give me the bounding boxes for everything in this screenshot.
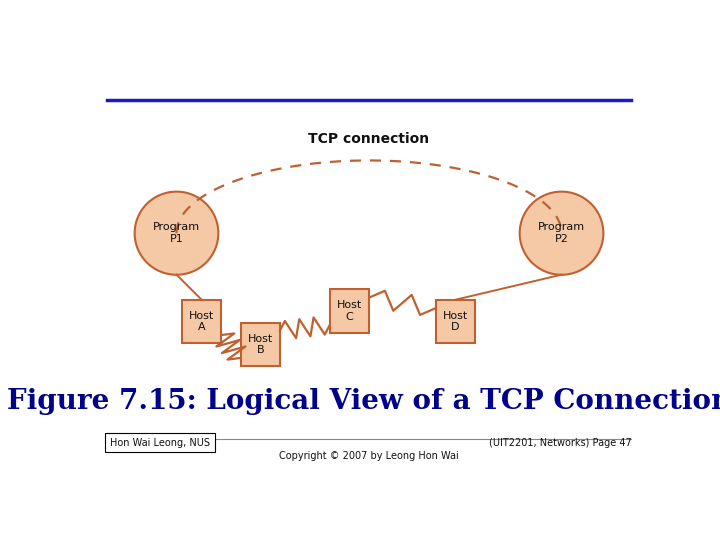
Text: Program
P1: Program P1 bbox=[153, 222, 200, 244]
Text: Host
D: Host D bbox=[443, 310, 468, 332]
FancyBboxPatch shape bbox=[182, 300, 221, 343]
Text: Host
B: Host B bbox=[248, 334, 273, 355]
Text: Hon Wai Leong, NUS: Hon Wai Leong, NUS bbox=[109, 438, 210, 448]
Text: Figure 7.15: Logical View of a TCP Connection: Figure 7.15: Logical View of a TCP Conne… bbox=[7, 388, 720, 415]
FancyBboxPatch shape bbox=[240, 322, 280, 366]
Ellipse shape bbox=[135, 192, 218, 275]
FancyBboxPatch shape bbox=[330, 289, 369, 333]
FancyBboxPatch shape bbox=[104, 433, 215, 453]
Text: Host
A: Host A bbox=[189, 310, 215, 332]
Text: Copyright © 2007 by Leong Hon Wai: Copyright © 2007 by Leong Hon Wai bbox=[279, 451, 459, 461]
Text: Program
P2: Program P2 bbox=[538, 222, 585, 244]
Text: (UIT2201, Networks) Page 47: (UIT2201, Networks) Page 47 bbox=[488, 438, 631, 448]
Ellipse shape bbox=[520, 192, 603, 275]
Text: Host
C: Host C bbox=[337, 300, 362, 322]
Text: TCP connection: TCP connection bbox=[308, 132, 430, 146]
FancyBboxPatch shape bbox=[436, 300, 475, 343]
